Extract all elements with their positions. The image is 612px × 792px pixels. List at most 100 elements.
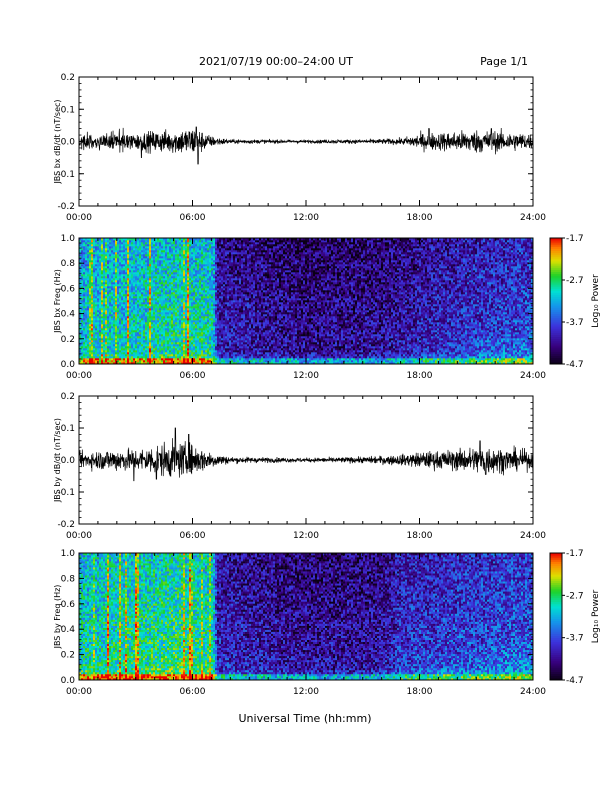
heat-cell <box>227 260 230 263</box>
heat-cell <box>117 272 120 275</box>
heat-cell <box>95 356 98 359</box>
heat-cell <box>99 304 102 307</box>
heat-cell <box>203 252 206 255</box>
heat-cell <box>187 242 190 245</box>
heat-cell <box>91 316 94 319</box>
heat-cell <box>231 340 234 343</box>
heat-cell <box>231 250 234 253</box>
heat-cell <box>93 304 96 307</box>
heat-cell <box>129 322 132 325</box>
heat-cell <box>215 282 218 285</box>
heat-cell <box>143 284 146 287</box>
heat-cell <box>135 342 138 345</box>
heat-cell <box>215 290 218 293</box>
heat-cell <box>223 360 226 363</box>
heat-cell <box>185 328 188 331</box>
heat-cell <box>137 242 140 245</box>
heat-cell <box>155 280 158 283</box>
heat-cell <box>125 286 128 289</box>
heat-cell <box>177 266 180 269</box>
heat-cell <box>179 292 182 295</box>
heat-cell <box>191 344 194 347</box>
heat-cell <box>117 276 120 279</box>
heat-cell <box>161 288 164 291</box>
heat-cell <box>175 250 178 253</box>
heat-cell <box>167 256 170 259</box>
heat-cell <box>167 310 170 313</box>
heat-cell <box>157 320 160 323</box>
heat-cell <box>203 298 206 301</box>
heat-cell <box>113 240 116 243</box>
heat-cell <box>187 332 190 335</box>
heat-cell <box>157 250 160 253</box>
heat-cell <box>165 260 168 263</box>
heat-cell <box>97 290 100 293</box>
heat-cell <box>193 262 196 265</box>
heat-cell <box>185 284 188 287</box>
heat-cell <box>173 326 176 329</box>
heat-cell <box>197 252 200 255</box>
heat-cell <box>155 356 158 359</box>
heat-cell <box>97 252 100 255</box>
heat-cell <box>207 332 210 335</box>
heat-cell <box>119 354 122 357</box>
heat-cell <box>197 242 200 245</box>
heat-cell <box>107 356 110 359</box>
heat-cell <box>205 264 208 267</box>
heat-cell <box>107 360 110 363</box>
heat-cell <box>89 346 92 349</box>
heat-cell <box>175 320 178 323</box>
heat-cell <box>119 290 122 293</box>
heat-cell <box>151 296 154 299</box>
heat-cell <box>89 332 92 335</box>
heat-cell <box>183 316 186 319</box>
heat-cell <box>79 332 82 335</box>
heat-cell <box>151 258 154 261</box>
heat-cell <box>93 350 96 353</box>
heat-cell <box>219 306 222 309</box>
heat-cell <box>197 282 200 285</box>
heat-cell <box>127 280 130 283</box>
heat-cell <box>189 262 192 265</box>
heat-cell <box>91 310 94 313</box>
heat-cell <box>103 296 106 299</box>
heat-cell <box>163 344 166 347</box>
heat-cell <box>99 318 102 321</box>
heat-cell <box>153 300 156 303</box>
heat-cell <box>81 258 84 261</box>
heat-cell <box>95 300 98 303</box>
heat-cell <box>117 238 120 241</box>
heat-cell <box>175 314 178 317</box>
heat-cell <box>197 264 200 267</box>
heat-cell <box>199 290 202 293</box>
heat-cell <box>171 252 174 255</box>
heat-cell <box>115 356 118 359</box>
heat-cell <box>153 250 156 253</box>
heat-cell <box>109 354 112 357</box>
heat-cell <box>201 362 204 365</box>
heat-cell <box>203 360 206 363</box>
heat-cell <box>133 326 136 329</box>
heat-cell <box>167 244 170 247</box>
heat-cell <box>109 344 112 347</box>
heat-cell <box>105 246 108 249</box>
heat-cell <box>119 286 122 289</box>
heat-cell <box>113 318 116 321</box>
heat-cell <box>95 258 98 261</box>
heat-cell <box>125 360 128 363</box>
heat-cell <box>155 294 158 297</box>
heat-cell <box>103 242 106 245</box>
heat-cell <box>205 328 208 331</box>
heat-cell <box>127 246 130 249</box>
heat-cell <box>113 252 116 255</box>
heat-cell <box>231 238 234 241</box>
heat-cell <box>213 322 216 325</box>
heat-cell <box>197 336 200 339</box>
heat-cell <box>189 242 192 245</box>
heat-cell <box>209 320 212 323</box>
heat-cell <box>103 302 106 305</box>
heat-cell <box>181 344 184 347</box>
heat-cell <box>109 308 112 311</box>
heat-cell <box>99 310 102 313</box>
heat-cell <box>133 258 136 261</box>
